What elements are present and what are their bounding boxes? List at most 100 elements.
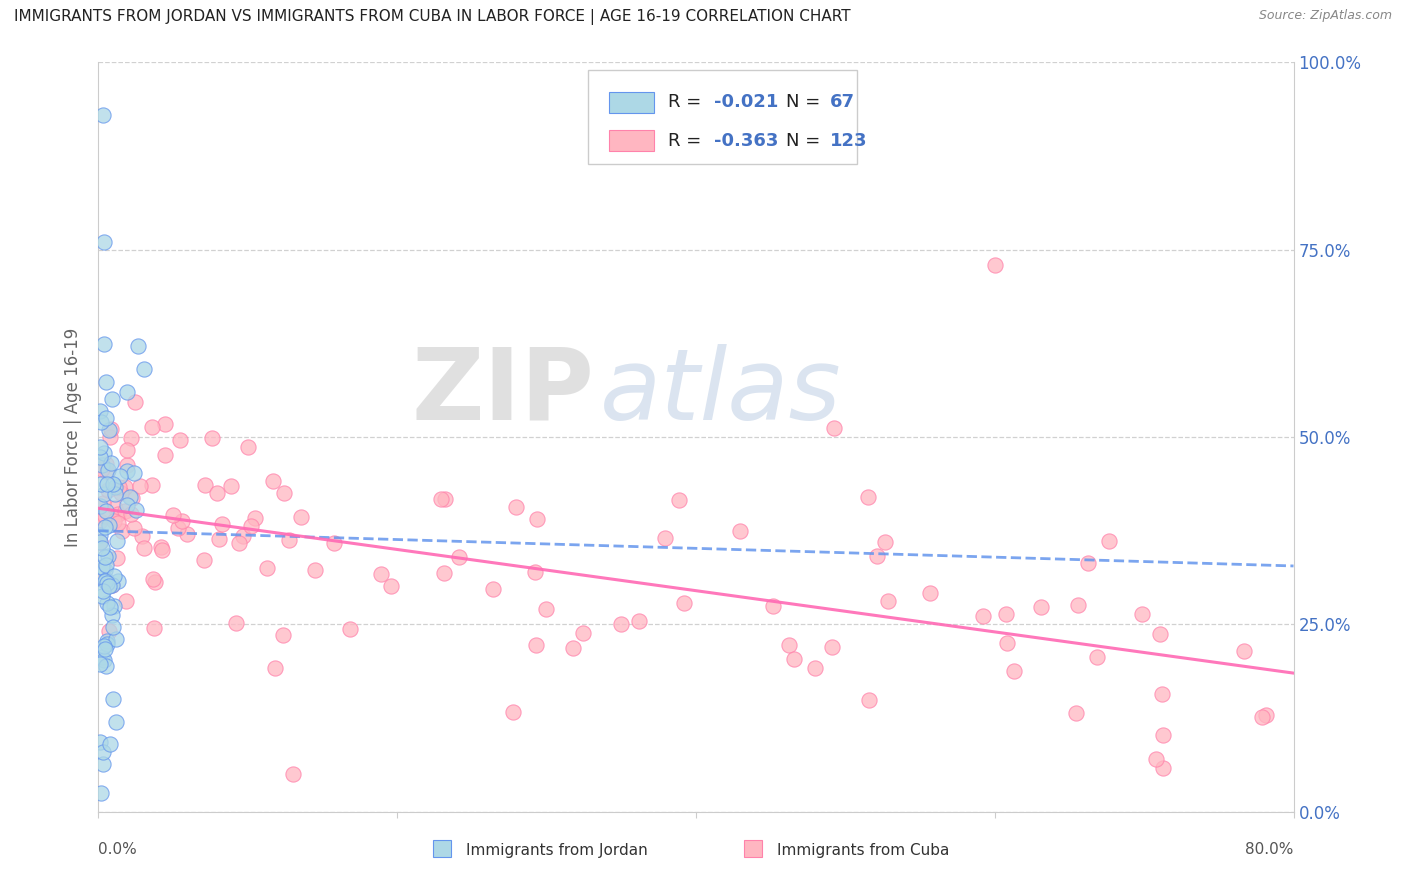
Text: ZIP: ZIP [412,343,595,441]
Point [1150,687,1173,701]
Point [193,553,215,567]
Point [141,478,163,492]
Point [120,431,142,445]
Point [90,786,112,800]
Point [97,549,120,563]
Point [98,737,122,751]
Point [1152,761,1174,775]
Point [256,561,278,575]
Point [262,474,284,488]
Point [101,392,124,406]
Point [94,504,117,518]
Point [104,480,127,494]
Point [101,578,124,592]
Point [134,541,156,555]
Point [1004,664,1026,678]
Point [107,574,129,589]
Point [89,535,111,549]
Point [89,534,111,549]
Point [176,527,198,541]
Point [94,411,117,425]
Point [858,491,880,505]
Point [110,486,132,500]
Point [1031,599,1053,614]
Point [90,416,112,430]
Point [271,628,294,642]
Point [627,614,650,628]
Point [1064,706,1087,721]
Point [995,636,1018,650]
Point [143,575,166,590]
Point [91,589,114,603]
Point [105,533,128,548]
Point [94,574,117,589]
Point [572,626,595,640]
Point [91,583,114,598]
Text: N =: N = [786,132,825,150]
Point [972,609,994,624]
Point [124,395,146,409]
Point [762,599,785,613]
Point [858,693,880,707]
Point [162,508,184,522]
Point [1098,533,1121,548]
Point [673,596,696,610]
Point [526,512,548,526]
Text: -0.021: -0.021 [714,93,779,112]
Point [97,462,120,476]
Point [89,499,111,513]
Point [1233,644,1256,658]
Text: 80.0%: 80.0% [1246,842,1294,856]
Point [1254,708,1277,723]
Point [323,535,346,549]
Point [94,558,117,572]
Point [668,492,690,507]
Point [370,567,392,582]
Point [273,486,295,500]
Point [105,714,128,729]
Point [995,607,1018,621]
Point [132,362,155,376]
Point [193,478,215,492]
Point [243,511,266,525]
Point [263,661,285,675]
Point [101,620,124,634]
Point [1085,650,1108,665]
Point [93,487,115,501]
Point [124,503,146,517]
Point [225,615,247,630]
Point [103,487,125,501]
Point [873,535,896,549]
Point [103,514,125,528]
Point [105,551,128,566]
Point [205,485,228,500]
Point [730,524,752,539]
Point [91,496,114,510]
Point [121,491,143,505]
Point [778,638,800,652]
Point [281,767,304,781]
Text: Immigrants from Cuba: Immigrants from Cuba [776,843,949,858]
Point [142,621,165,635]
Point [207,533,229,547]
Text: 67: 67 [830,93,855,112]
Point [115,384,138,399]
Point [211,516,233,531]
Point [610,617,633,632]
Point [108,469,131,483]
Bar [744,840,762,856]
Y-axis label: In Labor Force | Age 16-19: In Labor Force | Age 16-19 [65,327,83,547]
Point [984,258,1007,272]
Point [240,518,263,533]
Point [114,480,136,494]
Point [502,706,524,720]
Point [111,524,134,538]
Point [101,607,124,622]
Point [93,446,115,460]
Point [1144,752,1167,766]
Point [96,476,118,491]
Point [120,507,142,521]
Point [107,480,129,494]
Point [93,639,115,653]
Point [104,501,127,516]
